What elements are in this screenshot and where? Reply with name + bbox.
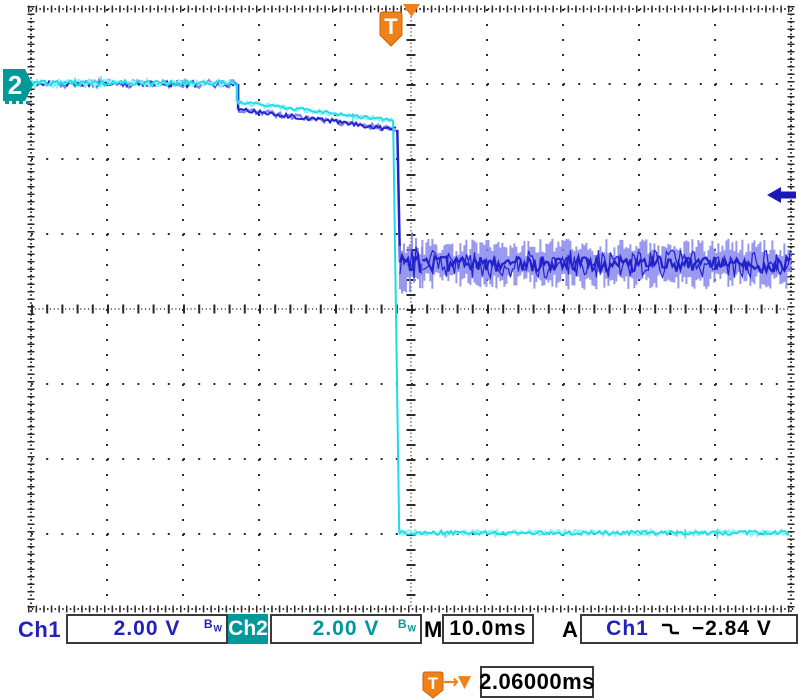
timebase-box: 10.0ms [442, 614, 534, 644]
trigger-level-arrow-icon [767, 187, 796, 203]
arrow-right-icon: → [443, 671, 459, 693]
trigger-mode-label: A [562, 617, 579, 642]
trigger-level-value: −2.84 V [691, 617, 772, 640]
ch2-label: Ch2 [228, 617, 268, 640]
ch1-label: Ch1 [18, 617, 62, 642]
trace-ch2 [30, 76, 790, 539]
ch2-position-marker: 2 [3, 69, 33, 104]
trace-ch1 [30, 77, 792, 294]
falling-edge-icon [661, 623, 679, 635]
trigger-time-value: 2.06000ms [479, 669, 595, 694]
ch2-scale-value: 2.00 V [312, 617, 380, 640]
trigger-badge-label: T [384, 14, 398, 39]
ch1-scale-box: 2.00 V BW [66, 614, 228, 644]
trigger-info-box: Ch1 −2.84 V [580, 614, 798, 644]
waveform-traces [30, 76, 792, 539]
ch2-label-badge: Ch2 [228, 614, 268, 644]
trigger-badge-icon: T [379, 11, 403, 47]
ch1-bandwidth-limit-icon: BW [203, 617, 223, 634]
ch1-scale-value: 2.00 V [113, 617, 181, 640]
trigger-position-marker-icon [403, 4, 420, 17]
timebase-label: M [424, 617, 443, 642]
trigger-readout-badge-icon: T [422, 671, 444, 699]
trigger-source-label: Ch1 [606, 617, 649, 640]
svg-text:T: T [428, 674, 439, 693]
ch2-marker-label: 2 [8, 70, 22, 100]
ch2-scale-box: 2.00 V BW [270, 614, 422, 644]
timebase-value: 10.0ms [449, 617, 527, 640]
trigger-time-box: 2.06000ms [479, 666, 595, 698]
marker-triangle-icon: ▼ [458, 672, 472, 692]
graticule-grid [27, 5, 795, 613]
ch2-bandwidth-limit-icon: BW [397, 617, 417, 634]
